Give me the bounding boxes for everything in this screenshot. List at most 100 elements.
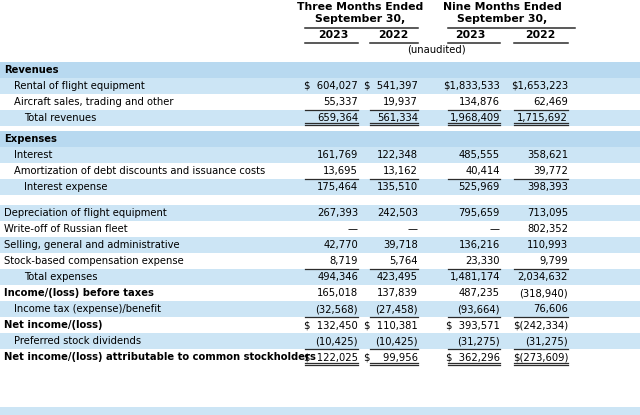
Text: 40,414: 40,414 xyxy=(465,166,500,176)
Text: 1,715,692: 1,715,692 xyxy=(517,113,568,123)
Bar xyxy=(0,205,640,221)
Text: 525,969: 525,969 xyxy=(459,182,500,192)
Text: 2022: 2022 xyxy=(525,30,555,40)
Text: 2023: 2023 xyxy=(318,30,348,40)
Text: $  122,025: $ 122,025 xyxy=(304,352,358,362)
Text: 8,719: 8,719 xyxy=(330,256,358,266)
Bar xyxy=(0,0,640,62)
Text: 2,034,632: 2,034,632 xyxy=(518,272,568,282)
Text: 267,393: 267,393 xyxy=(317,208,358,218)
Text: 358,621: 358,621 xyxy=(527,150,568,160)
Text: $  110,381: $ 110,381 xyxy=(364,320,418,330)
Text: —: — xyxy=(490,224,500,234)
Text: 2022: 2022 xyxy=(378,30,408,40)
Text: 110,993: 110,993 xyxy=(527,240,568,250)
Text: 23,330: 23,330 xyxy=(465,256,500,266)
Text: Three Months Ended
September 30,: Three Months Ended September 30, xyxy=(297,2,423,24)
Text: 39,718: 39,718 xyxy=(383,240,418,250)
Bar xyxy=(0,62,640,78)
Text: Total expenses: Total expenses xyxy=(24,272,97,282)
Text: 494,346: 494,346 xyxy=(317,272,358,282)
Text: Nine Months Ended
September 30,: Nine Months Ended September 30, xyxy=(443,2,561,24)
Text: Revenues: Revenues xyxy=(4,65,58,75)
Text: 713,095: 713,095 xyxy=(527,208,568,218)
Text: (10,425): (10,425) xyxy=(316,336,358,346)
Text: Preferred stock dividends: Preferred stock dividends xyxy=(14,336,141,346)
Bar xyxy=(0,349,640,365)
Text: 19,937: 19,937 xyxy=(383,97,418,107)
Bar xyxy=(0,200,640,205)
Bar xyxy=(0,237,640,253)
Text: Net income/(loss) attributable to common stockholders: Net income/(loss) attributable to common… xyxy=(4,352,316,362)
Text: $  393,571: $ 393,571 xyxy=(446,320,500,330)
Text: $    99,956: $ 99,956 xyxy=(364,352,418,362)
Bar xyxy=(0,407,640,415)
Bar xyxy=(0,333,640,349)
Text: 1,968,409: 1,968,409 xyxy=(449,113,500,123)
Text: 135,510: 135,510 xyxy=(377,182,418,192)
Text: 134,876: 134,876 xyxy=(459,97,500,107)
Text: 62,469: 62,469 xyxy=(533,97,568,107)
Text: $(273,609): $(273,609) xyxy=(513,352,568,362)
Bar xyxy=(0,163,640,179)
Bar xyxy=(0,147,640,163)
Text: 165,018: 165,018 xyxy=(317,288,358,298)
Text: (27,458): (27,458) xyxy=(376,304,418,314)
Bar xyxy=(0,269,640,285)
Text: 76,606: 76,606 xyxy=(533,304,568,314)
Text: (31,275): (31,275) xyxy=(525,336,568,346)
Text: —: — xyxy=(348,224,358,234)
Text: 122,348: 122,348 xyxy=(377,150,418,160)
Text: Write-off of Russian fleet: Write-off of Russian fleet xyxy=(4,224,127,234)
Text: $  604,027: $ 604,027 xyxy=(304,81,358,91)
Text: 795,659: 795,659 xyxy=(459,208,500,218)
Text: 487,235: 487,235 xyxy=(459,288,500,298)
Text: Selling, general and administrative: Selling, general and administrative xyxy=(4,240,180,250)
Text: 398,393: 398,393 xyxy=(527,182,568,192)
Bar xyxy=(0,110,640,126)
Text: 242,503: 242,503 xyxy=(377,208,418,218)
Text: $  132,450: $ 132,450 xyxy=(304,320,358,330)
Text: 175,464: 175,464 xyxy=(317,182,358,192)
Bar xyxy=(0,179,640,195)
Text: (32,568): (32,568) xyxy=(316,304,358,314)
Text: 485,555: 485,555 xyxy=(459,150,500,160)
Text: (93,664): (93,664) xyxy=(458,304,500,314)
Text: Amortization of debt discounts and issuance costs: Amortization of debt discounts and issua… xyxy=(14,166,265,176)
Text: (31,275): (31,275) xyxy=(458,336,500,346)
Text: 55,337: 55,337 xyxy=(323,97,358,107)
Text: $1,653,223: $1,653,223 xyxy=(511,81,568,91)
Text: Expenses: Expenses xyxy=(4,134,57,144)
Text: 13,162: 13,162 xyxy=(383,166,418,176)
Text: $  362,296: $ 362,296 xyxy=(446,352,500,362)
Text: 161,769: 161,769 xyxy=(317,150,358,160)
Text: —: — xyxy=(408,224,418,234)
Text: (318,940): (318,940) xyxy=(520,288,568,298)
Text: 802,352: 802,352 xyxy=(527,224,568,234)
Text: 5,764: 5,764 xyxy=(390,256,418,266)
Bar xyxy=(0,301,640,317)
Text: Income tax (expense)/benefit: Income tax (expense)/benefit xyxy=(14,304,161,314)
Text: $  541,397: $ 541,397 xyxy=(364,81,418,91)
Text: Income/(loss) before taxes: Income/(loss) before taxes xyxy=(4,288,154,298)
Text: 423,495: 423,495 xyxy=(377,272,418,282)
Text: Depreciation of flight equipment: Depreciation of flight equipment xyxy=(4,208,167,218)
Text: Stock-based compensation expense: Stock-based compensation expense xyxy=(4,256,184,266)
Text: Interest: Interest xyxy=(14,150,52,160)
Text: 9,799: 9,799 xyxy=(540,256,568,266)
Text: Rental of flight equipment: Rental of flight equipment xyxy=(14,81,145,91)
Bar xyxy=(0,126,640,131)
Bar xyxy=(0,221,640,237)
Bar xyxy=(0,285,640,301)
Text: Net income/(loss): Net income/(loss) xyxy=(4,320,102,330)
Bar xyxy=(0,317,640,333)
Text: 1,481,174: 1,481,174 xyxy=(449,272,500,282)
Text: (unaudited): (unaudited) xyxy=(407,45,466,55)
Bar xyxy=(0,94,640,110)
Text: 561,334: 561,334 xyxy=(377,113,418,123)
Bar xyxy=(0,78,640,94)
Text: $1,833,533: $1,833,533 xyxy=(444,81,500,91)
Text: 659,364: 659,364 xyxy=(317,113,358,123)
Bar xyxy=(0,253,640,269)
Bar xyxy=(0,131,640,147)
